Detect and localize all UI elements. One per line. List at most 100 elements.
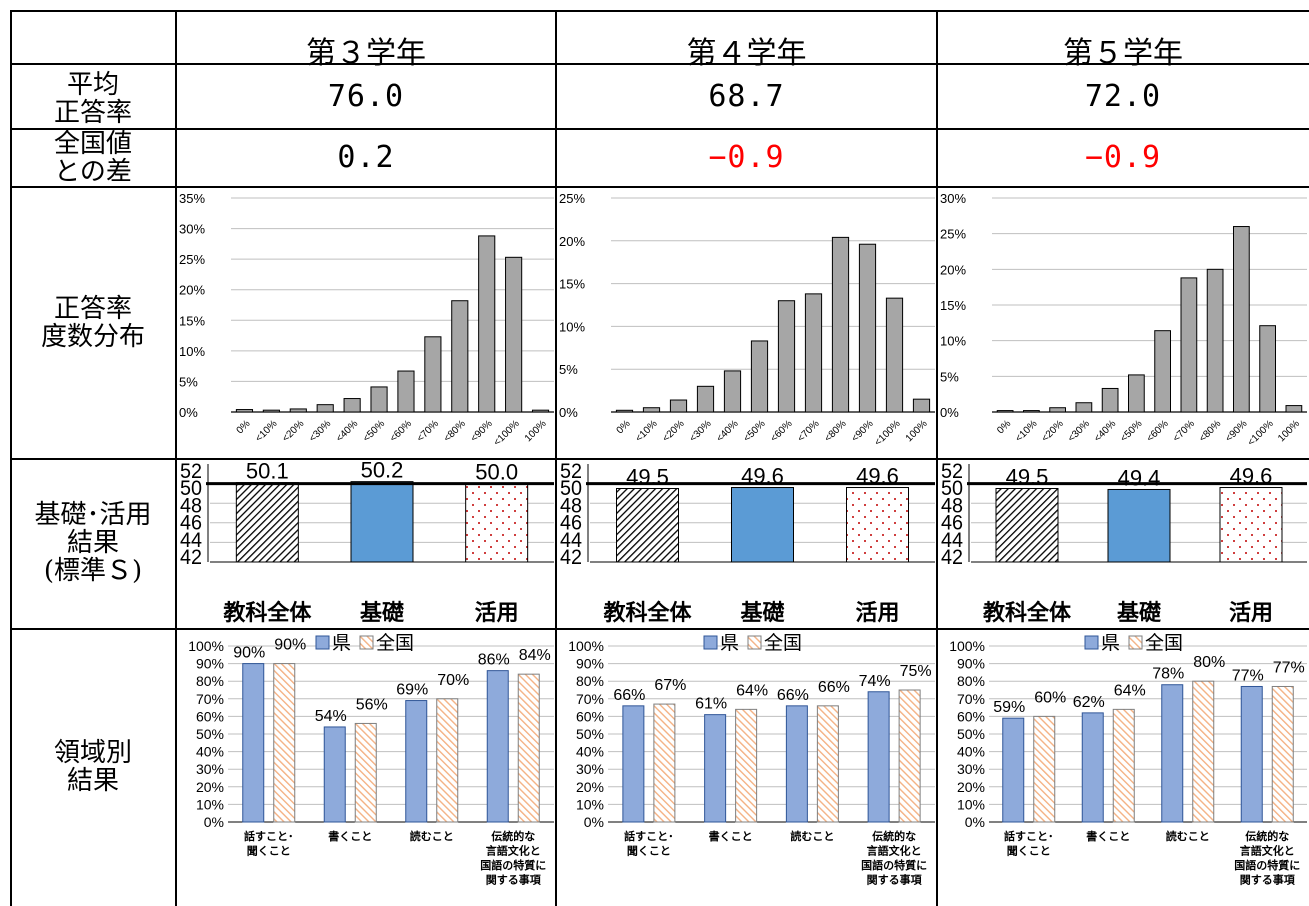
row-label-distribution: 正答率 度数分布 xyxy=(40,294,145,352)
y-tick-label: 15% xyxy=(940,298,966,313)
histogram-bar xyxy=(996,410,1014,413)
category-label: 基礎 xyxy=(1117,600,1162,625)
x-tick-label: <30% xyxy=(688,418,714,444)
data-label-prefecture: 69% xyxy=(396,682,428,699)
prefecture-bar xyxy=(867,691,890,823)
category-label: 基礎 xyxy=(740,600,785,625)
data-label-prefecture: 61% xyxy=(695,696,727,713)
y-tick-label: 42 xyxy=(180,546,202,569)
y-tick-label: 15% xyxy=(179,313,205,328)
histogram-bar xyxy=(1075,402,1093,413)
data-label-national: 64% xyxy=(736,682,768,699)
category-label: 教科全体 xyxy=(983,600,1072,625)
histogram-bar xyxy=(1101,387,1119,413)
national-bar xyxy=(517,673,540,823)
histogram-bar xyxy=(669,399,688,413)
x-tick-label: <40% xyxy=(715,418,741,444)
difference-grade4: −0.9 xyxy=(708,139,785,175)
category-label: 国語の特質に xyxy=(1234,858,1300,872)
y-tick-label: 100% xyxy=(949,638,985,654)
category-label: 活用 xyxy=(475,600,519,625)
y-tick-label: 5% xyxy=(179,374,198,389)
score-bar xyxy=(846,487,909,563)
prefecture-bar xyxy=(704,714,727,823)
x-tick-label: 100% xyxy=(1276,418,1302,444)
histogram-bar xyxy=(316,404,334,413)
legend-swatch-national xyxy=(747,635,762,650)
data-label-prefecture: 78% xyxy=(1152,666,1184,683)
row-label-difference: 全国値 との差 xyxy=(53,129,132,187)
data-label-prefecture: 86% xyxy=(478,652,510,669)
y-tick-label: 30% xyxy=(957,761,985,777)
x-tick-label: <50% xyxy=(361,418,387,444)
category-label: 伝統的な xyxy=(1245,829,1289,843)
national-bar xyxy=(1192,680,1215,823)
table-border xyxy=(936,10,938,906)
national-bar xyxy=(735,708,758,823)
histogram-bar xyxy=(1128,374,1145,413)
x-tick-label: <30% xyxy=(307,418,333,444)
histogram-bar xyxy=(397,370,415,413)
y-tick-label: 46 xyxy=(941,512,963,535)
data-label-prefecture: 77% xyxy=(1232,667,1264,684)
y-tick-label: 90% xyxy=(196,656,224,672)
y-tick-label: 60% xyxy=(957,708,985,724)
y-tick-label: 15% xyxy=(559,277,585,292)
data-label-prefecture: 62% xyxy=(1073,694,1105,711)
y-tick-label: 46 xyxy=(180,512,202,535)
y-tick-label: 42 xyxy=(560,546,582,569)
histogram-bar xyxy=(885,297,904,413)
data-label-prefecture: 90% xyxy=(233,645,265,662)
x-tick-label: <10% xyxy=(634,418,660,444)
national-bar xyxy=(354,722,377,823)
legend-label-prefecture: 県 xyxy=(1101,633,1120,654)
y-tick-label: 44 xyxy=(180,529,202,552)
domain-chart-grade3: 0%10%20%30%40%50%60%70%80%90%100% 県全国90% 9… xyxy=(188,632,554,887)
difference-grade3: 0.2 xyxy=(337,139,395,175)
y-tick-label: 0% xyxy=(965,814,985,830)
data-label-national: 67% xyxy=(654,677,686,694)
score-bar xyxy=(731,487,794,563)
histogram-bar xyxy=(858,243,877,413)
histogram-bar xyxy=(804,293,823,413)
y-tick-label: 30% xyxy=(576,761,604,777)
data-label: 49.5 xyxy=(1006,465,1049,490)
y-tick-label: 100% xyxy=(568,638,604,654)
x-tick-label: <20% xyxy=(280,418,306,444)
data-label: 49.4 xyxy=(1118,465,1161,490)
histogram-bar xyxy=(777,300,796,413)
y-tick-label: 60% xyxy=(576,708,604,724)
category-label: 教科全体 xyxy=(223,600,312,625)
y-tick-label: 25% xyxy=(559,191,585,206)
y-tick-label: 10% xyxy=(179,344,205,359)
prefecture-bar xyxy=(323,726,346,823)
y-tick-label: 90% xyxy=(576,656,604,672)
category-label: 伝統的な xyxy=(872,829,916,843)
y-tick-label: 40% xyxy=(957,744,985,760)
x-tick-label: 0% xyxy=(615,418,633,436)
histogram-bar xyxy=(424,336,442,413)
prefecture-bar xyxy=(486,670,509,823)
y-tick-label: 50% xyxy=(576,726,604,742)
category-label: 聞くこと xyxy=(627,845,671,858)
row-label-average: 平均 正答率 xyxy=(53,70,132,128)
national-bar xyxy=(816,705,839,823)
x-tick-label: <70% xyxy=(1171,418,1197,444)
y-tick-label: 5% xyxy=(559,362,578,377)
category-label: 聞くこと xyxy=(247,845,291,858)
histogram-bar xyxy=(505,256,523,413)
data-label-national: 84% xyxy=(519,647,551,664)
y-tick-label: 50 xyxy=(560,477,582,500)
y-tick-label: 70% xyxy=(576,691,604,707)
data-label-national: 60% xyxy=(1034,689,1066,706)
histogram-bar xyxy=(696,385,715,413)
distribution-chart-grade4: 0%5%10%15%20%25%0% <10% <20% <30% <40% <50% <6… xyxy=(559,191,935,448)
y-tick-label: 80% xyxy=(957,673,985,689)
y-tick-label: 40% xyxy=(196,744,224,760)
prefecture-bar xyxy=(1081,712,1104,823)
national-bar xyxy=(653,703,676,823)
category-label: 読むこと xyxy=(790,829,834,843)
histogram-bar xyxy=(1233,226,1250,413)
